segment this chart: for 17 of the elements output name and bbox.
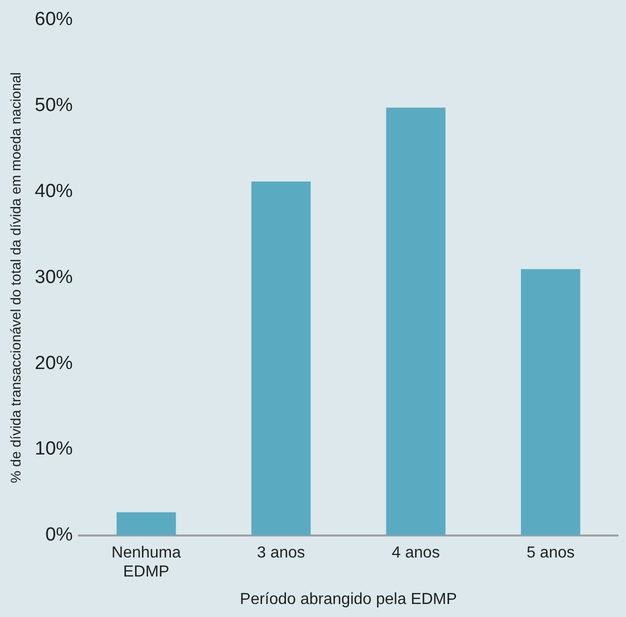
y-tick-label: 30% [34,266,73,288]
bar [386,108,446,536]
y-tick-label: 50% [34,95,73,116]
bar [251,181,311,536]
x-tick-label: 3 anos [256,544,306,562]
y-tick-label: 10% [34,438,73,460]
y-tick-label: 40% [34,181,73,202]
x-tick-label: 4 anos [392,544,440,562]
x-tick-label: Nenhuma EDMP [112,544,182,581]
y-tick-label: 0% [45,524,73,546]
y-axis-title: % de dívida transaccionável do total da dívida em moeda nacional [7,72,24,484]
bar [520,269,580,536]
y-tick-label: 60% [34,9,73,30]
y-tick-label: 20% [34,352,73,374]
bar [116,512,176,536]
x-axis-title: Período abrangido pela EDMP [240,590,457,608]
x-tick-label: 5 anos [526,544,575,562]
